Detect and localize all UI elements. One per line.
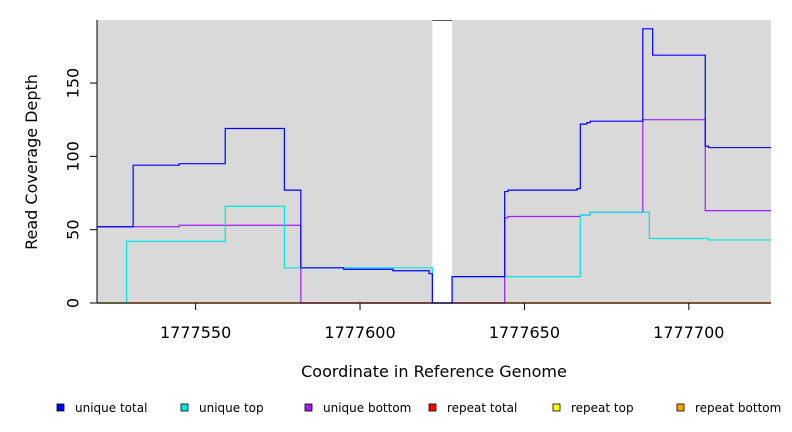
legend-label: repeat total bbox=[447, 401, 517, 415]
legend-label: unique bottom bbox=[323, 401, 411, 415]
legend-swatch bbox=[180, 403, 189, 412]
legend: unique total unique top unique bottom repea… bbox=[56, 401, 781, 415]
x-axis-title: Coordinate in Reference Genome bbox=[301, 362, 567, 381]
legend-label: unique top bbox=[199, 401, 264, 415]
legend-swatch bbox=[56, 403, 65, 412]
y-tick-label: 0 bbox=[64, 298, 83, 308]
legend-label: repeat top bbox=[571, 401, 634, 415]
axes: 0 50 100 150 1777550 1777600 1777650 1777700 bbox=[64, 20, 771, 342]
gap-band bbox=[432, 20, 453, 303]
x-tick-label: 1777700 bbox=[653, 323, 724, 342]
legend-label: unique total bbox=[75, 401, 147, 415]
legend-swatch bbox=[676, 403, 685, 412]
series-line-unique-bottom bbox=[97, 119, 771, 304]
legend-swatch bbox=[428, 403, 437, 412]
legend-label: repeat bottom bbox=[695, 401, 781, 415]
y-tick-label: 100 bbox=[64, 141, 83, 172]
y-tick-label: 150 bbox=[64, 68, 83, 99]
y-axis-title: Read Coverage Depth bbox=[22, 74, 41, 250]
coverage-gap bbox=[432, 20, 453, 303]
series-line-unique-total bbox=[97, 28, 771, 304]
legend-swatch bbox=[552, 403, 561, 412]
x-tick-label: 1777600 bbox=[324, 323, 395, 342]
x-tick-label: 1777650 bbox=[489, 323, 560, 342]
x-tick-label: 1777550 bbox=[160, 323, 231, 342]
y-tick-label: 50 bbox=[64, 220, 83, 240]
legend-swatch bbox=[304, 403, 313, 412]
